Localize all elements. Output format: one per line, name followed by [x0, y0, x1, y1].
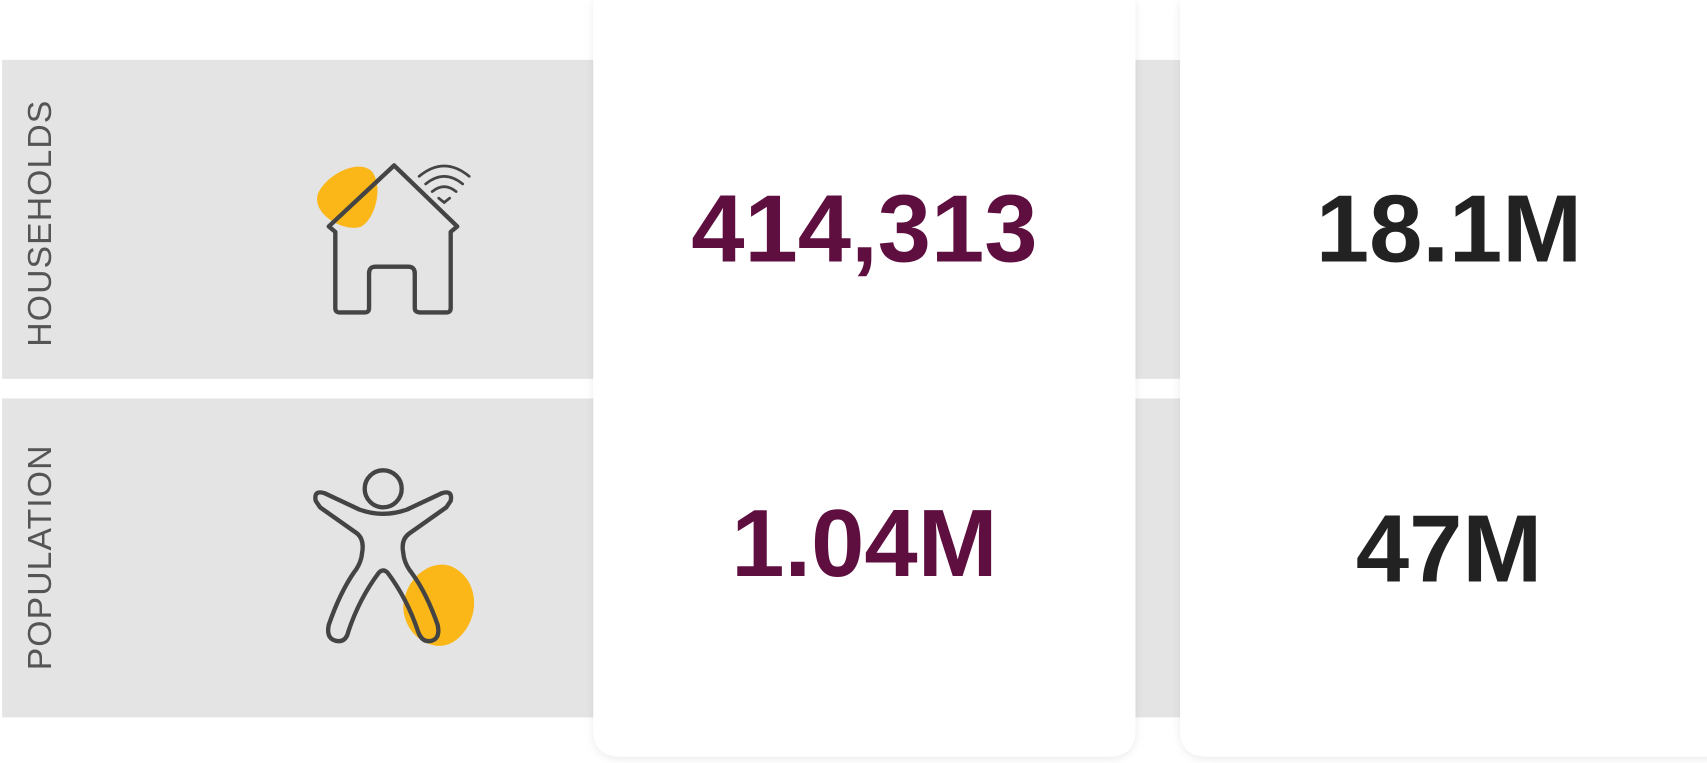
card: [1180, 0, 1707, 757]
row-label: HOUSEHOLDS: [21, 100, 59, 347]
stat-value: 1.04M: [731, 490, 997, 597]
person-icon: [313, 468, 475, 646]
stat-value: 18.1M: [1316, 175, 1582, 282]
stat-value: 47M: [1356, 495, 1542, 602]
stat-value: 414,313: [691, 175, 1037, 282]
card: [593, 0, 1136, 757]
row-label: POPULATION: [21, 444, 59, 670]
house-icon: [317, 163, 471, 315]
